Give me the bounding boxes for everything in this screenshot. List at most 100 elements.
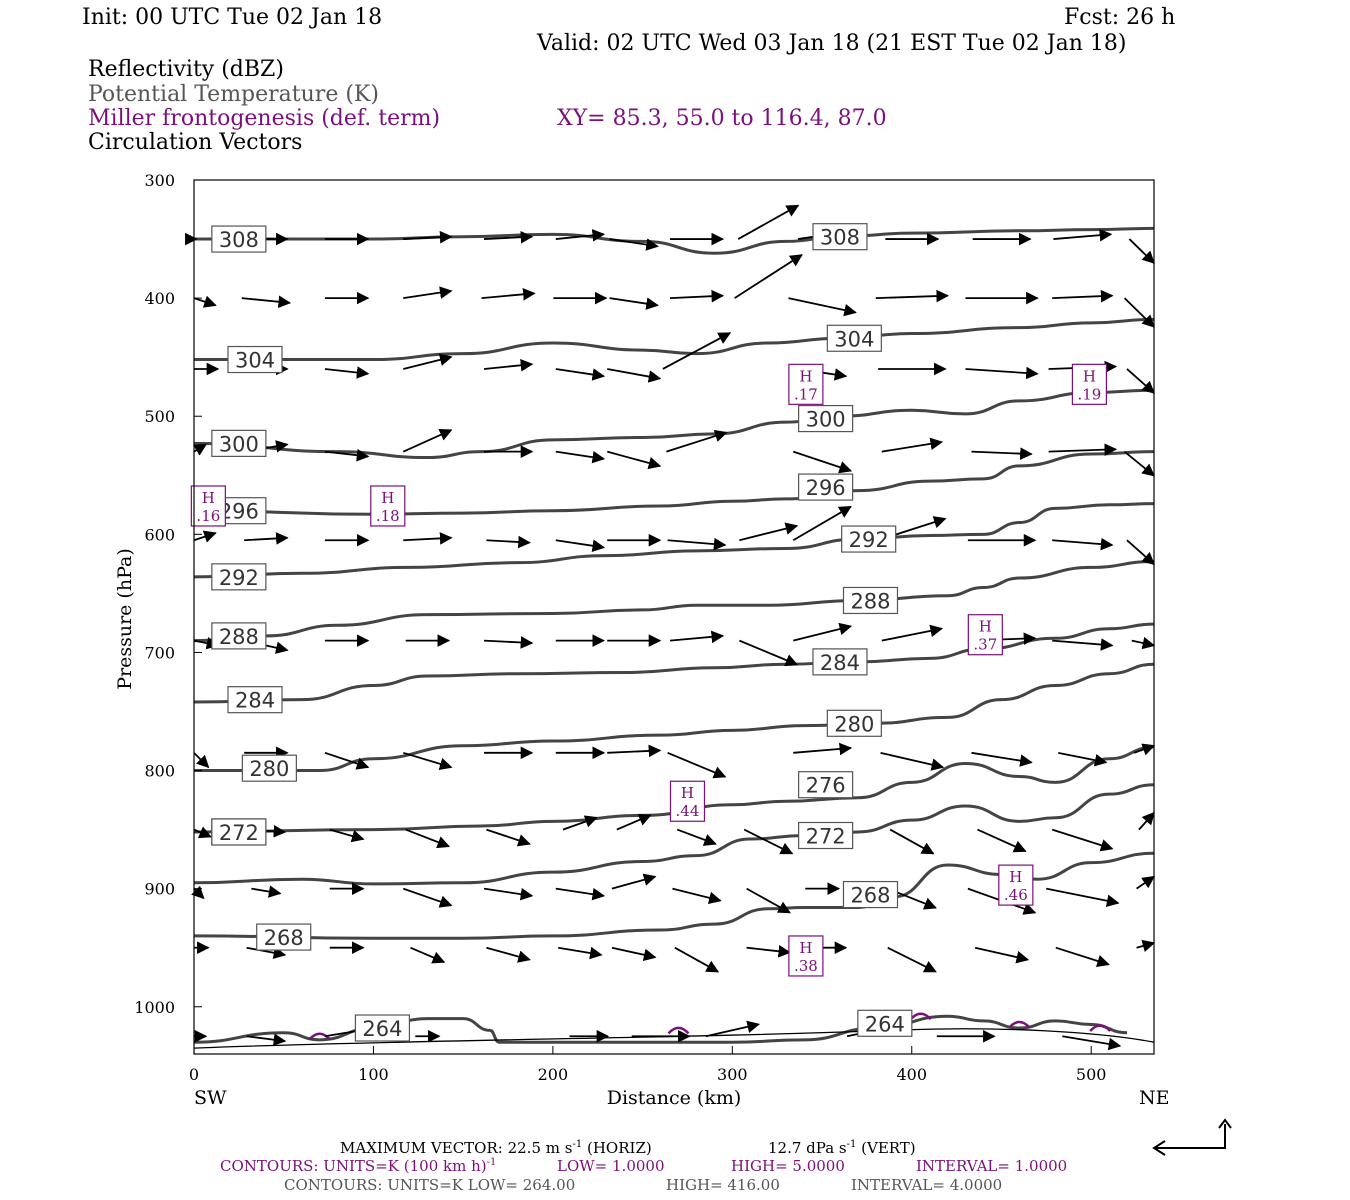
- reflectivity-mark: [1008, 1020, 1031, 1029]
- theta-label-box: [256, 923, 312, 951]
- high-box: [967, 614, 1003, 656]
- high-box: [998, 864, 1034, 906]
- high-value: .19: [1077, 385, 1101, 403]
- circulation-vector: [251, 885, 282, 898]
- init-time: Init: 00 UTC Tue 02 Jan 18: [82, 5, 383, 30]
- theta-label-288: 288: [211, 622, 267, 650]
- high-value: .18: [376, 507, 400, 525]
- surface-line: [193, 1028, 1155, 1049]
- circulation-vector: [672, 887, 722, 905]
- y-tick-label: 1000: [134, 998, 175, 1017]
- theta-contour-296: [193, 450, 1155, 516]
- circulation-vector: [481, 288, 536, 301]
- circulation-vector: [558, 946, 603, 960]
- circulation-vector: [193, 295, 217, 308]
- high-letter: H: [799, 939, 812, 957]
- legend-theta: Potential Temperature (K): [88, 82, 379, 107]
- circulation-vector: [793, 742, 853, 756]
- circulation-vector: [662, 332, 732, 370]
- circulation-vector: [1052, 638, 1114, 651]
- x-axis-label: Distance (km): [607, 1087, 742, 1109]
- circulation-vector: [1131, 636, 1156, 650]
- reflectivity-mark: [308, 1032, 331, 1041]
- circulation-vector: [555, 368, 606, 381]
- y-tick-label: 700: [144, 643, 175, 662]
- x-tick-label: 400: [896, 1065, 927, 1084]
- legend-circulation: Circulation Vectors: [88, 130, 303, 155]
- y-tick-label: 900: [144, 880, 175, 899]
- theta-label-308: 308: [211, 225, 267, 253]
- theta-label-296: 296: [798, 473, 854, 501]
- theta-label-box: [841, 525, 897, 553]
- return-arrow-icon: [1152, 1118, 1232, 1156]
- circulation-vector: [965, 366, 1039, 380]
- circulation-vector: [1052, 537, 1114, 551]
- circulation-vector: [403, 751, 453, 771]
- theta-label-268: 268: [842, 880, 899, 909]
- y-tick-label: 500: [144, 407, 175, 426]
- theta-label-text: 288: [219, 625, 259, 649]
- theta-contour-288: [193, 559, 1155, 643]
- theta-label-box: [227, 345, 283, 374]
- miller-high: HIGH= 5.0000: [731, 1157, 845, 1175]
- max-vector-text: MAXIMUM VECTOR: 22.5 m s: [340, 1139, 573, 1157]
- reflectivity-mark: [1089, 1024, 1112, 1032]
- circulation-vector: [1053, 228, 1113, 242]
- circulation-vector: [193, 530, 217, 543]
- theta-label-text: 304: [235, 349, 275, 373]
- high-value: .17: [794, 385, 818, 403]
- theta-label-text: 272: [806, 825, 846, 849]
- circulation-vector: [1128, 238, 1155, 264]
- circulation-vector: [405, 828, 451, 849]
- theta-label-box: [798, 771, 854, 799]
- high-letter: H: [381, 489, 394, 507]
- legend-xy: XY= 85.3, 55.0 to 116.4, 87.0: [557, 106, 887, 131]
- legend-miller: Miller frontogenesis (def. term): [88, 106, 441, 131]
- x-tick-label: 100: [358, 1065, 389, 1084]
- circulation-vector: [1136, 875, 1156, 890]
- circulation-vector: [881, 437, 944, 453]
- high-letter: H: [1083, 367, 1096, 385]
- high-value: .38: [794, 957, 818, 975]
- theta-label-box: [812, 223, 868, 251]
- sw-label: SW: [194, 1087, 227, 1109]
- theta-label-292: 292: [841, 525, 897, 553]
- circulation-vector: [881, 624, 943, 642]
- frontogenesis-high: H.18: [370, 485, 406, 527]
- theta-label-box: [211, 563, 267, 591]
- circulation-vector: [666, 429, 728, 453]
- theta-label-box: [211, 225, 267, 253]
- circulation-vector: [191, 885, 205, 900]
- theta-label-272: 272: [798, 821, 854, 850]
- theta-label-text: 308: [219, 228, 259, 252]
- theta-label-text: 268: [264, 926, 304, 950]
- circulation-vector: [792, 505, 852, 542]
- high-box: [788, 935, 824, 977]
- theta-label-box: [241, 754, 297, 782]
- circulation-vector: [403, 353, 453, 370]
- circulation-vector: [1126, 539, 1155, 566]
- circulation-vector: [792, 450, 853, 474]
- circulation-vector: [486, 828, 531, 847]
- theta-label-text: 280: [249, 757, 289, 781]
- circulation-vector: [324, 366, 370, 379]
- theta-label-284: 284: [812, 648, 868, 676]
- theta-contours-units: CONTOURS: UNITS=K LOW= 264.00: [284, 1176, 576, 1194]
- theta-label-280: 280: [241, 754, 297, 782]
- reflectivity-mark: [667, 1026, 690, 1035]
- high-box: [190, 485, 226, 527]
- theta-label-text: 280: [834, 712, 874, 736]
- circulation-vector: [403, 230, 453, 244]
- y-axis-label: Pressure (hPa): [114, 548, 136, 690]
- circulation-vector: [739, 639, 799, 667]
- max-vert-sup: -1: [846, 1139, 857, 1150]
- circulation-vector: [746, 887, 791, 914]
- theta-label-text: 300: [806, 408, 846, 432]
- high-value: .46: [1004, 886, 1028, 904]
- circulation-vector: [246, 946, 287, 960]
- high-value: .16: [196, 507, 220, 525]
- circulation-vector: [674, 946, 720, 973]
- y-tick-label: 400: [144, 289, 175, 308]
- max-horiz: (HORIZ): [587, 1139, 652, 1157]
- theta-label-box: [842, 880, 899, 909]
